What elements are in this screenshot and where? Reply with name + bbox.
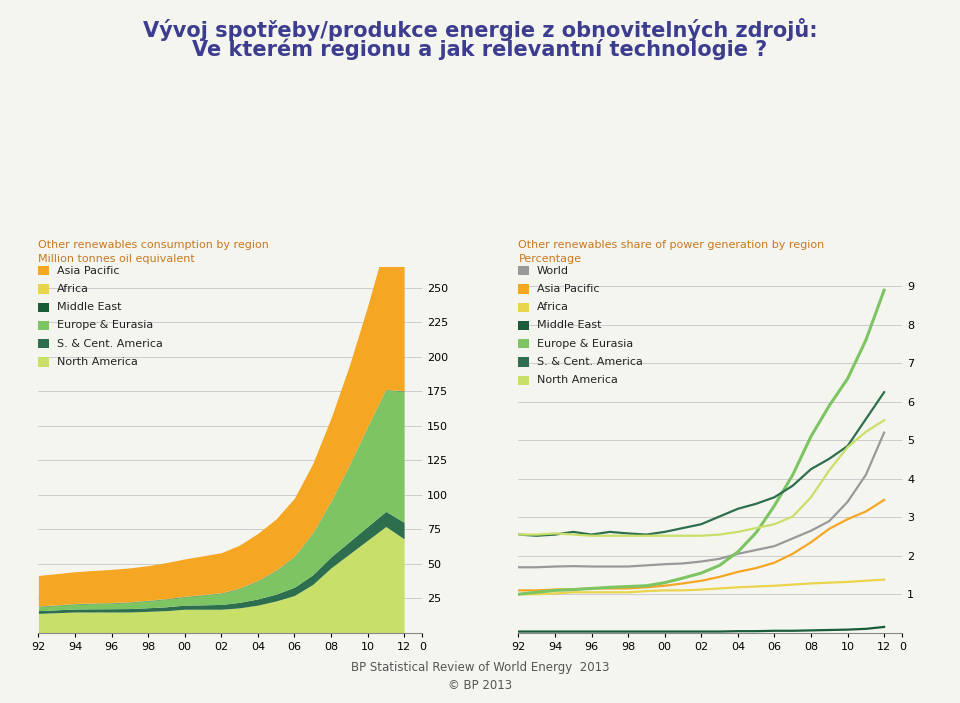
Text: Other renewables consumption by region: Other renewables consumption by region [38,240,269,250]
Text: Middle East: Middle East [537,321,601,330]
Text: North America: North America [537,375,617,385]
Text: Middle East: Middle East [57,302,121,312]
Text: Percentage: Percentage [518,254,582,264]
Text: Other renewables share of power generation by region: Other renewables share of power generati… [518,240,825,250]
Text: Europe & Eurasia: Europe & Eurasia [57,321,153,330]
Text: Africa: Africa [537,302,568,312]
Text: Million tonnes oil equivalent: Million tonnes oil equivalent [38,254,195,264]
Text: North America: North America [57,357,137,367]
Text: BP Statistical Review of World Energy  2013: BP Statistical Review of World Energy 20… [350,662,610,674]
Text: Vývoj spotřeby/produkce energie z obnovitelných zdrojů:: Vývoj spotřeby/produkce energie z obnovi… [143,18,817,41]
Text: S. & Cent. America: S. & Cent. America [57,339,162,349]
Text: Asia Pacific: Asia Pacific [537,284,599,294]
Text: World: World [537,266,568,276]
Text: Africa: Africa [57,284,88,294]
Text: © BP 2013: © BP 2013 [448,679,512,692]
Text: Europe & Eurasia: Europe & Eurasia [537,339,633,349]
Text: Asia Pacific: Asia Pacific [57,266,119,276]
Text: S. & Cent. America: S. & Cent. America [537,357,642,367]
Text: Ve kterém regionu a jak relevantní technologie ?: Ve kterém regionu a jak relevantní techn… [192,39,768,60]
